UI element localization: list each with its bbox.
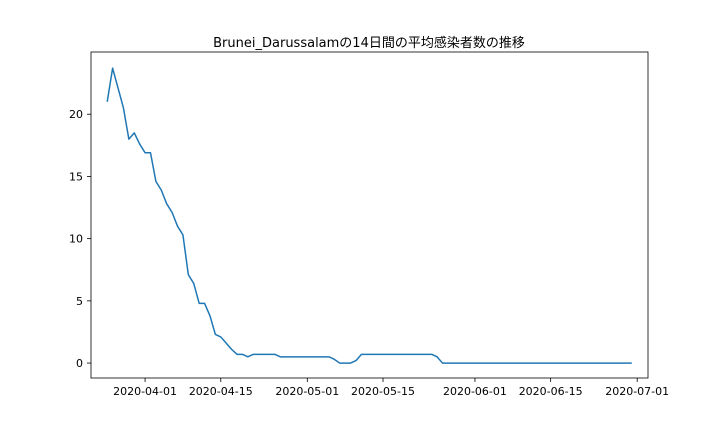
y-tick-label: 5 bbox=[76, 295, 83, 308]
chart-title: Brunei_Darussalamの14日間の平均感染者数の推移 bbox=[213, 35, 525, 51]
y-axis: 0 5 10 15 20 bbox=[69, 108, 91, 370]
x-tick-label: 2020-05-15 bbox=[351, 385, 415, 398]
series-line bbox=[106, 67, 632, 364]
x-tick-label: 2020-04-01 bbox=[113, 385, 177, 398]
x-tick-label: 2020-07-01 bbox=[605, 385, 669, 398]
y-tick-label: 10 bbox=[69, 233, 83, 246]
x-tick-label: 2020-04-15 bbox=[189, 385, 253, 398]
series-group bbox=[106, 67, 632, 364]
x-tick-label: 2020-06-01 bbox=[443, 385, 507, 398]
y-tick-label: 0 bbox=[76, 357, 83, 370]
y-tick-label: 15 bbox=[69, 170, 83, 183]
plot-area-frame bbox=[90, 51, 649, 379]
x-axis: 2020-04-01 2020-04-15 2020-05-01 2020-05-15… bbox=[113, 378, 669, 398]
y-tick-label: 20 bbox=[69, 108, 83, 121]
x-tick-label: 2020-06-15 bbox=[519, 385, 583, 398]
x-tick-label: 2020-05-01 bbox=[275, 385, 339, 398]
